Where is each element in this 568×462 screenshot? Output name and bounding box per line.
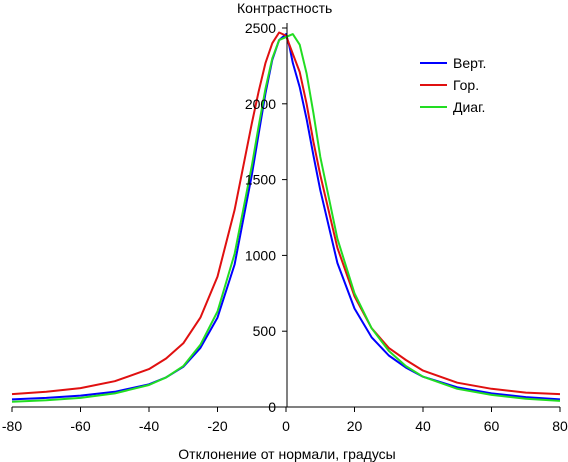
y-tick-label: 1000	[245, 247, 276, 263]
y-tick-label: 500	[253, 323, 277, 339]
x-ticks: -80 -60 -40 -20 0 20 40 60 80	[2, 407, 568, 434]
y-tick-label: 2500	[245, 20, 276, 36]
series-group	[11, 31, 561, 403]
x-tick-label: 40	[415, 418, 431, 434]
legend-label-2: Гор.	[453, 77, 479, 93]
x-axis-title: Отклонение от нормали, градусы	[178, 446, 395, 462]
legend-label-1: Верт.	[453, 55, 486, 71]
y-tick-label: 1500	[245, 172, 276, 188]
series-line-3	[11, 33, 561, 403]
y-tick-label: 2000	[245, 96, 276, 112]
x-tick-label: -80	[2, 418, 22, 434]
x-tick-label: -20	[207, 418, 227, 434]
x-tick-label: 0	[282, 418, 290, 434]
x-tick-label: 80	[552, 418, 568, 434]
legend: Верт. Гор. Диаг.	[420, 55, 486, 115]
y-ticks: 0 500 1000 1500 2000 2500	[245, 20, 287, 415]
x-tick-label: 60	[484, 418, 500, 434]
y-axis-title: Контрастность	[237, 0, 332, 16]
x-tick-label: -40	[139, 418, 159, 434]
x-tick-label: -60	[70, 418, 90, 434]
y-tick-label: 0	[268, 399, 276, 415]
x-tick-label: 20	[347, 418, 363, 434]
series-line-2	[11, 31, 561, 396]
legend-label-3: Диаг.	[453, 99, 485, 115]
